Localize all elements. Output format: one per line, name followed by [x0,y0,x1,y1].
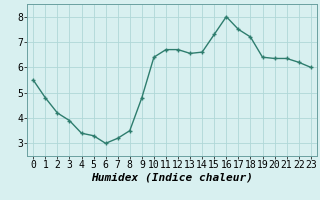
X-axis label: Humidex (Indice chaleur): Humidex (Indice chaleur) [91,173,253,183]
